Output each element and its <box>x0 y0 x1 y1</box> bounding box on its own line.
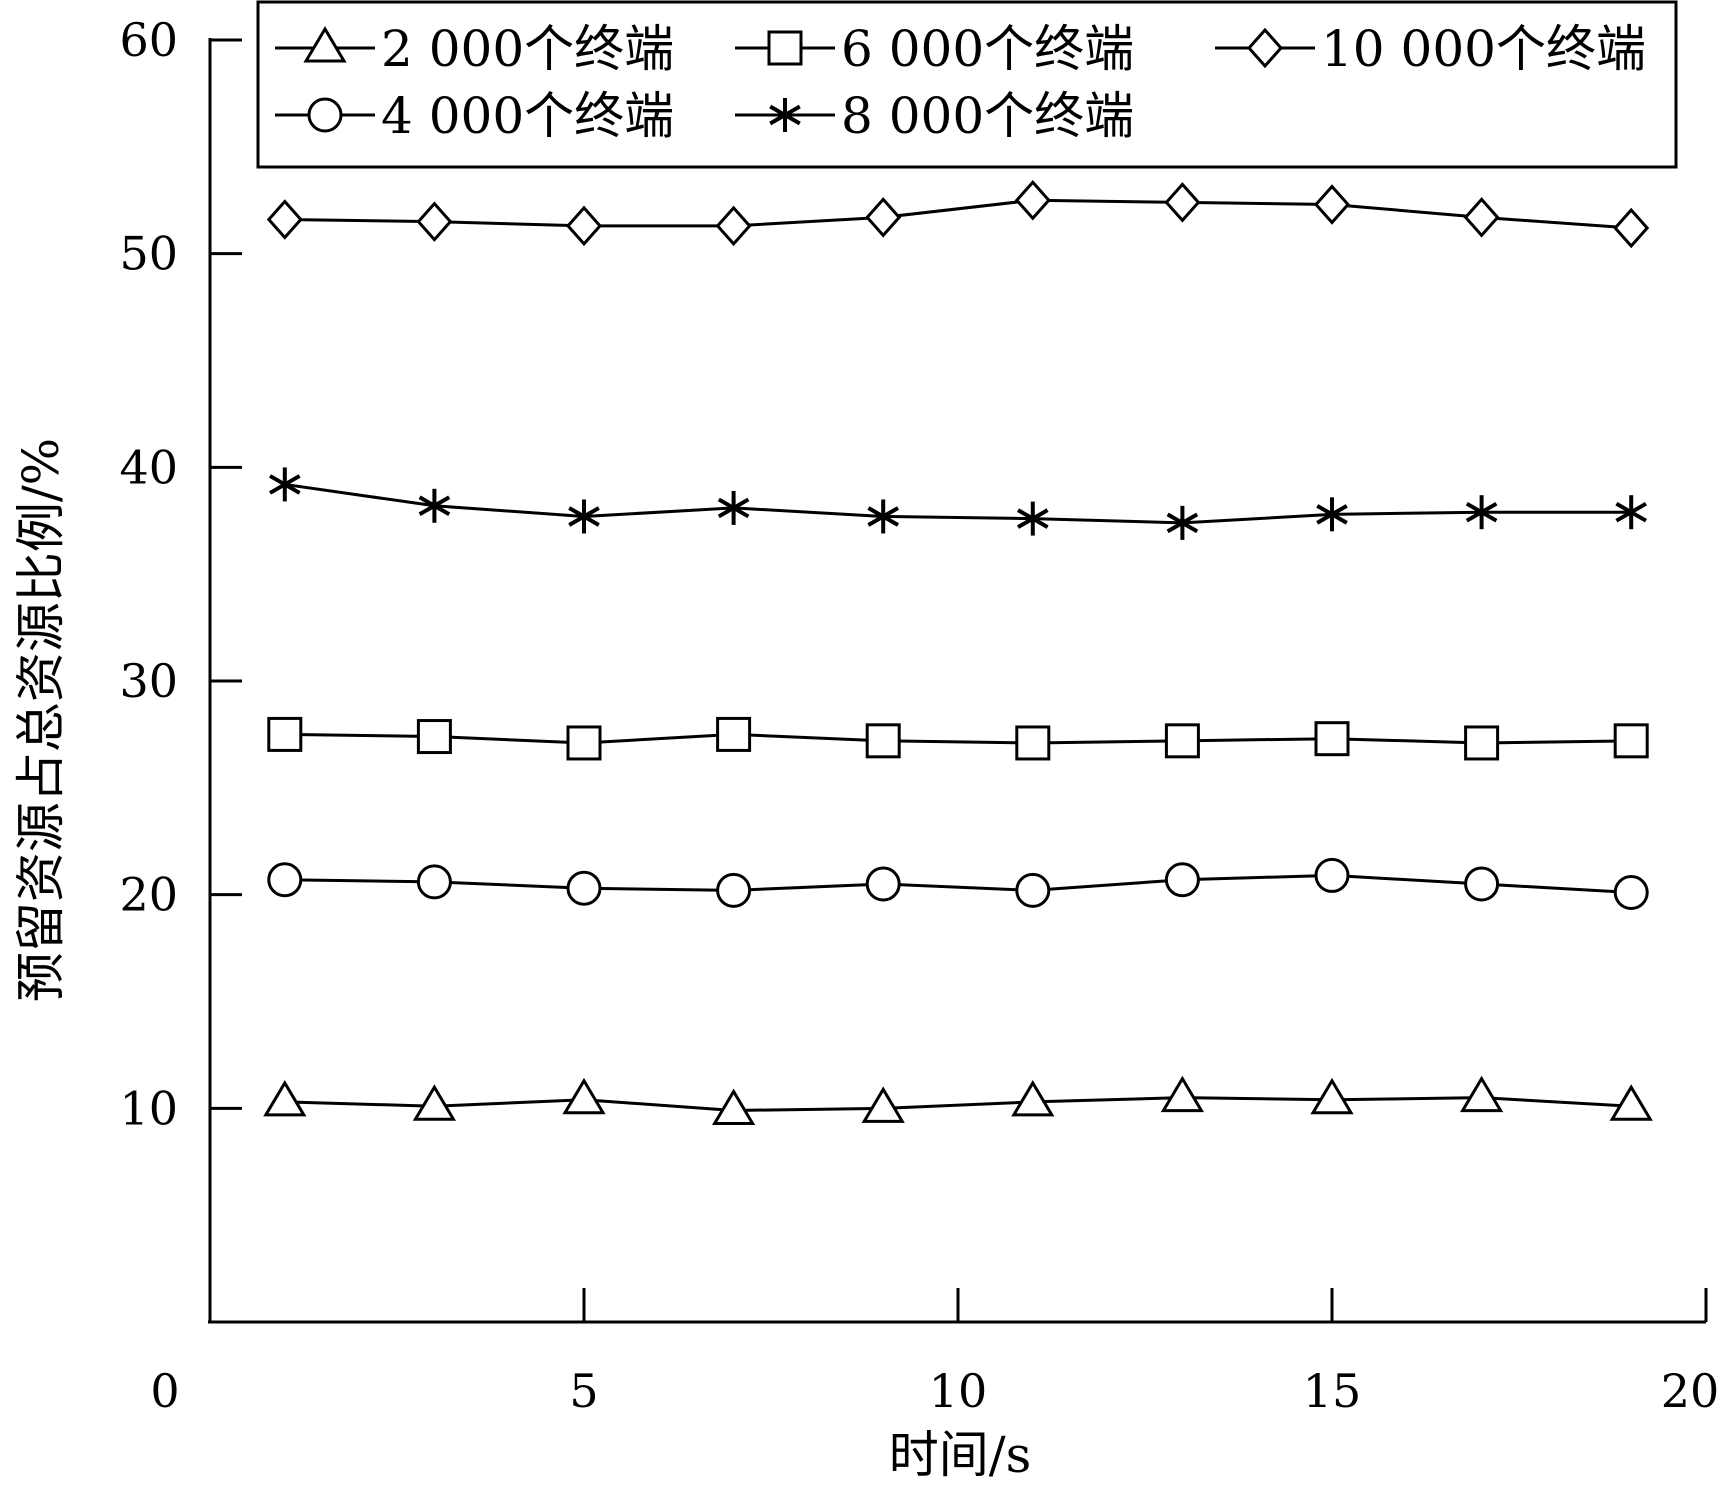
x-tick-label: 10 <box>929 1364 988 1418</box>
legend-marker-triangle <box>303 26 347 63</box>
data-point-diamond <box>416 201 453 242</box>
x-tick-label: 0 <box>150 1364 179 1418</box>
x-tick-label: 15 <box>1303 1364 1362 1418</box>
data-point-asterisk <box>1316 497 1348 532</box>
x-tick-label: 5 <box>569 1364 598 1418</box>
legend-label: 6 000个终端 <box>841 20 1134 78</box>
data-point-circle <box>1613 875 1649 911</box>
data-point-square <box>1164 723 1200 759</box>
legend: 2 000个终端 6 000个终端 10 000个终端 4 000个终端 8 000个终… <box>256 0 1678 169</box>
data-point-asterisk <box>867 499 899 534</box>
legend-label: 10 000个终端 <box>1321 20 1646 78</box>
data-point-triangle <box>1011 1079 1055 1117</box>
series-triangle <box>263 1075 1653 1125</box>
axes: 10 20 30 40 50 60 0 5 10 15 20 <box>119 13 1719 1418</box>
data-point-square <box>1613 723 1649 759</box>
legend-label: 2 000个终端 <box>381 20 674 78</box>
data-point-diamond <box>865 197 902 238</box>
data-point-triangle <box>1160 1075 1205 1113</box>
data-point-square <box>416 719 452 755</box>
legend-item: 8 000个终端 <box>735 87 1134 145</box>
y-axis-title: 预留资源占总资源比例/% <box>12 438 70 1002</box>
data-point-triangle <box>711 1088 756 1125</box>
series-asterisk <box>269 467 1647 540</box>
data-point-asterisk <box>269 467 301 502</box>
series-line <box>284 873 1632 895</box>
data-point-triangle <box>562 1077 606 1115</box>
data-point-asterisk <box>568 499 600 534</box>
data-point-square <box>716 716 752 752</box>
data-point-diamond <box>1164 182 1201 223</box>
series-layer <box>263 179 1653 1125</box>
series-diamond <box>266 179 1650 249</box>
data-point-diamond <box>1613 207 1650 249</box>
legend-label: 4 000个终端 <box>381 87 674 145</box>
legend-label: 8 000个终端 <box>841 87 1134 145</box>
data-point-asterisk <box>717 490 750 525</box>
data-point-asterisk <box>1615 495 1647 530</box>
data-point-triangle <box>263 1079 307 1117</box>
data-point-triangle <box>1459 1075 1504 1113</box>
legend-marker-diamond <box>1246 27 1284 69</box>
y-tick-label: 40 <box>119 440 178 494</box>
data-point-circle <box>865 866 901 902</box>
data-point-circle <box>716 872 752 908</box>
data-point-circle <box>1164 862 1200 898</box>
legend-item: 4 000个终端 <box>275 87 674 145</box>
legend-marker-asterisk <box>769 98 801 132</box>
data-point-circle <box>566 870 602 906</box>
data-point-asterisk <box>1465 495 1498 530</box>
data-point-diamond <box>1014 179 1051 221</box>
data-point-diamond <box>1313 184 1351 225</box>
data-point-square <box>1015 725 1051 761</box>
data-point-square <box>566 725 602 761</box>
legend-marker-square <box>767 30 803 66</box>
data-point-circle <box>1314 857 1350 893</box>
y-tick-label: 60 <box>119 13 178 67</box>
y-tick-label: 20 <box>119 868 178 922</box>
y-tick-label: 10 <box>119 1081 178 1135</box>
data-point-diamond <box>266 199 303 240</box>
x-tick-label: 20 <box>1661 1364 1720 1418</box>
data-point-square <box>865 723 901 759</box>
series-square <box>267 716 1649 761</box>
data-point-diamond <box>715 205 752 247</box>
series-line <box>284 482 1632 525</box>
data-point-asterisk <box>1166 505 1199 540</box>
data-point-diamond <box>565 205 603 247</box>
data-point-triangle <box>412 1084 457 1121</box>
series-line <box>284 1096 1632 1112</box>
data-point-circle <box>1015 872 1051 908</box>
legend-item: 10 000个终端 <box>1215 20 1646 78</box>
y-tick-label: 30 <box>119 654 178 708</box>
data-point-square <box>267 716 303 752</box>
legend-item: 6 000个终端 <box>735 20 1134 78</box>
data-point-triangle <box>861 1086 905 1123</box>
y-tick-label: 50 <box>119 227 178 281</box>
legend-item: 2 000个终端 <box>275 20 674 78</box>
legend-marker-circle <box>307 97 343 133</box>
data-point-asterisk <box>418 488 451 523</box>
series-line <box>284 732 1632 745</box>
data-point-square <box>1464 725 1500 761</box>
data-point-circle <box>267 862 303 898</box>
legend-box <box>256 0 1678 169</box>
data-point-triangle <box>1310 1077 1354 1115</box>
data-point-circle <box>1464 866 1500 902</box>
data-point-triangle <box>1609 1084 1653 1121</box>
data-point-asterisk <box>1017 501 1049 536</box>
series-circle <box>267 857 1649 911</box>
data-point-square <box>1314 721 1350 757</box>
series-line <box>284 198 1632 230</box>
data-point-circle <box>416 864 452 900</box>
data-point-diamond <box>1463 197 1500 238</box>
x-axis-title: 时间/s <box>889 1426 1032 1484</box>
